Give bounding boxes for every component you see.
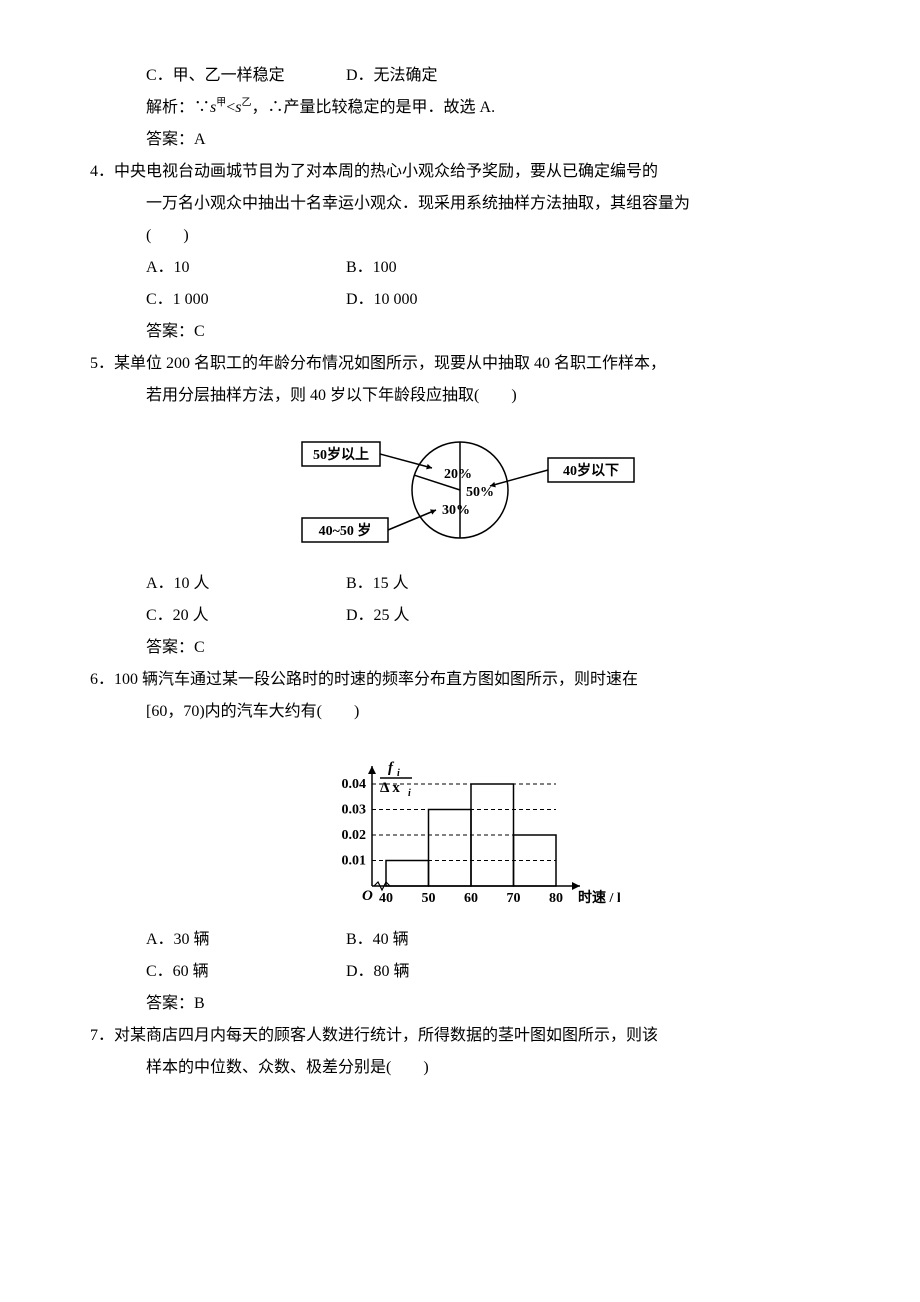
q6-answer: 答案：B (146, 988, 830, 1020)
q3-option-d: D．无法确定 (346, 60, 438, 92)
q6-option-c: C．60 辆 (146, 956, 346, 988)
histogram-svg: 0.010.020.030.044050607080O时速 / kmfiΔ xi (300, 736, 620, 916)
q4-options-cd: C．1 000 D．10 000 (146, 284, 830, 316)
svg-text:50: 50 (422, 891, 436, 906)
q6-option-d: D．80 辆 (346, 956, 410, 988)
svg-text:0.01: 0.01 (342, 854, 367, 869)
q4: 4．中央电视台动画城节目为了对本周的热心小观众给予奖励，要从已确定编号的 (90, 156, 830, 188)
q4-options-ab: A．10 B．100 (146, 252, 830, 284)
q5-number: 5． (90, 355, 114, 372)
q4-option-a: A．10 (146, 252, 346, 284)
q4-answer: 答案：C (146, 316, 830, 348)
svg-text:80: 80 (549, 891, 563, 906)
svg-text:40~50 岁: 40~50 岁 (319, 522, 372, 539)
q6: 6．100 辆汽车通过某一段公路时的时速的频率分布直方图如图所示，则时速在 (90, 664, 830, 696)
q4-stem-line2: 一万名小观众中抽出十名幸运小观众．现采用系统抽样方法抽取，其组容量为 (146, 188, 830, 220)
svg-text:i: i (408, 788, 411, 799)
svg-text:50岁以上: 50岁以上 (313, 446, 369, 463)
q3-sup2: 乙 (242, 98, 252, 109)
q4-stem-line3: ( ) (146, 220, 830, 252)
q3-lt: < (226, 99, 235, 116)
q3-answer: 答案：A (146, 124, 830, 156)
q6-number: 6． (90, 671, 114, 688)
q5-pie-chart: 20% 30% 50% 50岁以上 40~50 岁 40岁以下 (90, 420, 830, 560)
svg-text:Δ x: Δ x (380, 780, 400, 796)
q5-options-cd: C．20 人 D．25 人 (146, 600, 830, 632)
q5-stem-line2: 若用分层抽样方法，则 40 岁以下年龄段应抽取( ) (146, 380, 830, 412)
q5-answer: 答案：C (146, 632, 830, 664)
svg-text:60: 60 (464, 891, 478, 906)
q4-option-d: D．10 000 (346, 284, 418, 316)
q6-histogram: 0.010.020.030.044050607080O时速 / kmfiΔ xi (90, 736, 830, 916)
svg-text:0.03: 0.03 (342, 803, 367, 818)
q5: 5．某单位 200 名职工的年龄分布情况如图所示，现要从中抽取 40 名职工作样… (90, 348, 830, 380)
svg-text:40: 40 (379, 891, 393, 906)
svg-text:O: O (362, 888, 373, 904)
q5-option-b: B．15 人 (346, 568, 409, 600)
svg-text:20%: 20% (444, 467, 472, 482)
q6-stem-line1: 100 辆汽车通过某一段公路时的时速的频率分布直方图如图所示，则时速在 (114, 671, 638, 688)
q3-sup1: 甲 (216, 98, 226, 109)
q3-option-c: C．甲、乙一样稳定 (146, 60, 346, 92)
q5-option-d: D．25 人 (346, 600, 410, 632)
q6-option-a: A．30 辆 (146, 924, 346, 956)
q7-stem-line2: 样本的中位数、众数、极差分别是( ) (146, 1052, 830, 1084)
q3-explanation: 解析：∵s甲<s乙，∴产量比较稳定的是甲．故选 A. (146, 92, 830, 124)
q3-explain-suffix: ，∴产量比较稳定的是甲．故选 A. (252, 99, 496, 116)
q5-option-a: A．10 人 (146, 568, 346, 600)
q4-number: 4． (90, 163, 114, 180)
svg-text:30%: 30% (442, 503, 470, 518)
svg-text:70: 70 (507, 891, 521, 906)
q4-stem-line1: 中央电视台动画城节目为了对本周的热心小观众给予奖励，要从已确定编号的 (114, 163, 658, 180)
q3-explain-prefix: 解析：∵ (146, 99, 210, 116)
svg-text:0.04: 0.04 (342, 777, 367, 792)
svg-text:f: f (388, 760, 395, 776)
q6-options-cd: C．60 辆 D．80 辆 (146, 956, 830, 988)
svg-text:50%: 50% (466, 485, 494, 500)
q4-option-b: B．100 (346, 252, 397, 284)
q7: 7．对某商店四月内每天的顾客人数进行统计，所得数据的茎叶图如图所示，则该 (90, 1020, 830, 1052)
svg-text:0.02: 0.02 (342, 828, 367, 843)
q7-number: 7． (90, 1027, 114, 1044)
q5-stem-line1: 某单位 200 名职工的年龄分布情况如图所示，现要从中抽取 40 名职工作样本， (114, 355, 666, 372)
q6-option-b: B．40 辆 (346, 924, 409, 956)
svg-text:40岁以下: 40岁以下 (563, 462, 619, 479)
q6-stem-line2: [60，70)内的汽车大约有( ) (146, 696, 830, 728)
q4-option-c: C．1 000 (146, 284, 346, 316)
q7-stem-line1: 对某商店四月内每天的顾客人数进行统计，所得数据的茎叶图如图所示，则该 (114, 1027, 658, 1044)
q3-options-cd: C．甲、乙一样稳定 D．无法确定 (146, 60, 830, 92)
pie-chart-svg: 20% 30% 50% 50岁以上 40~50 岁 40岁以下 (270, 420, 650, 560)
svg-text:时速 / km: 时速 / km (578, 889, 620, 906)
q5-option-c: C．20 人 (146, 600, 346, 632)
q5-options-ab: A．10 人 B．15 人 (146, 568, 830, 600)
q6-options-ab: A．30 辆 B．40 辆 (146, 924, 830, 956)
